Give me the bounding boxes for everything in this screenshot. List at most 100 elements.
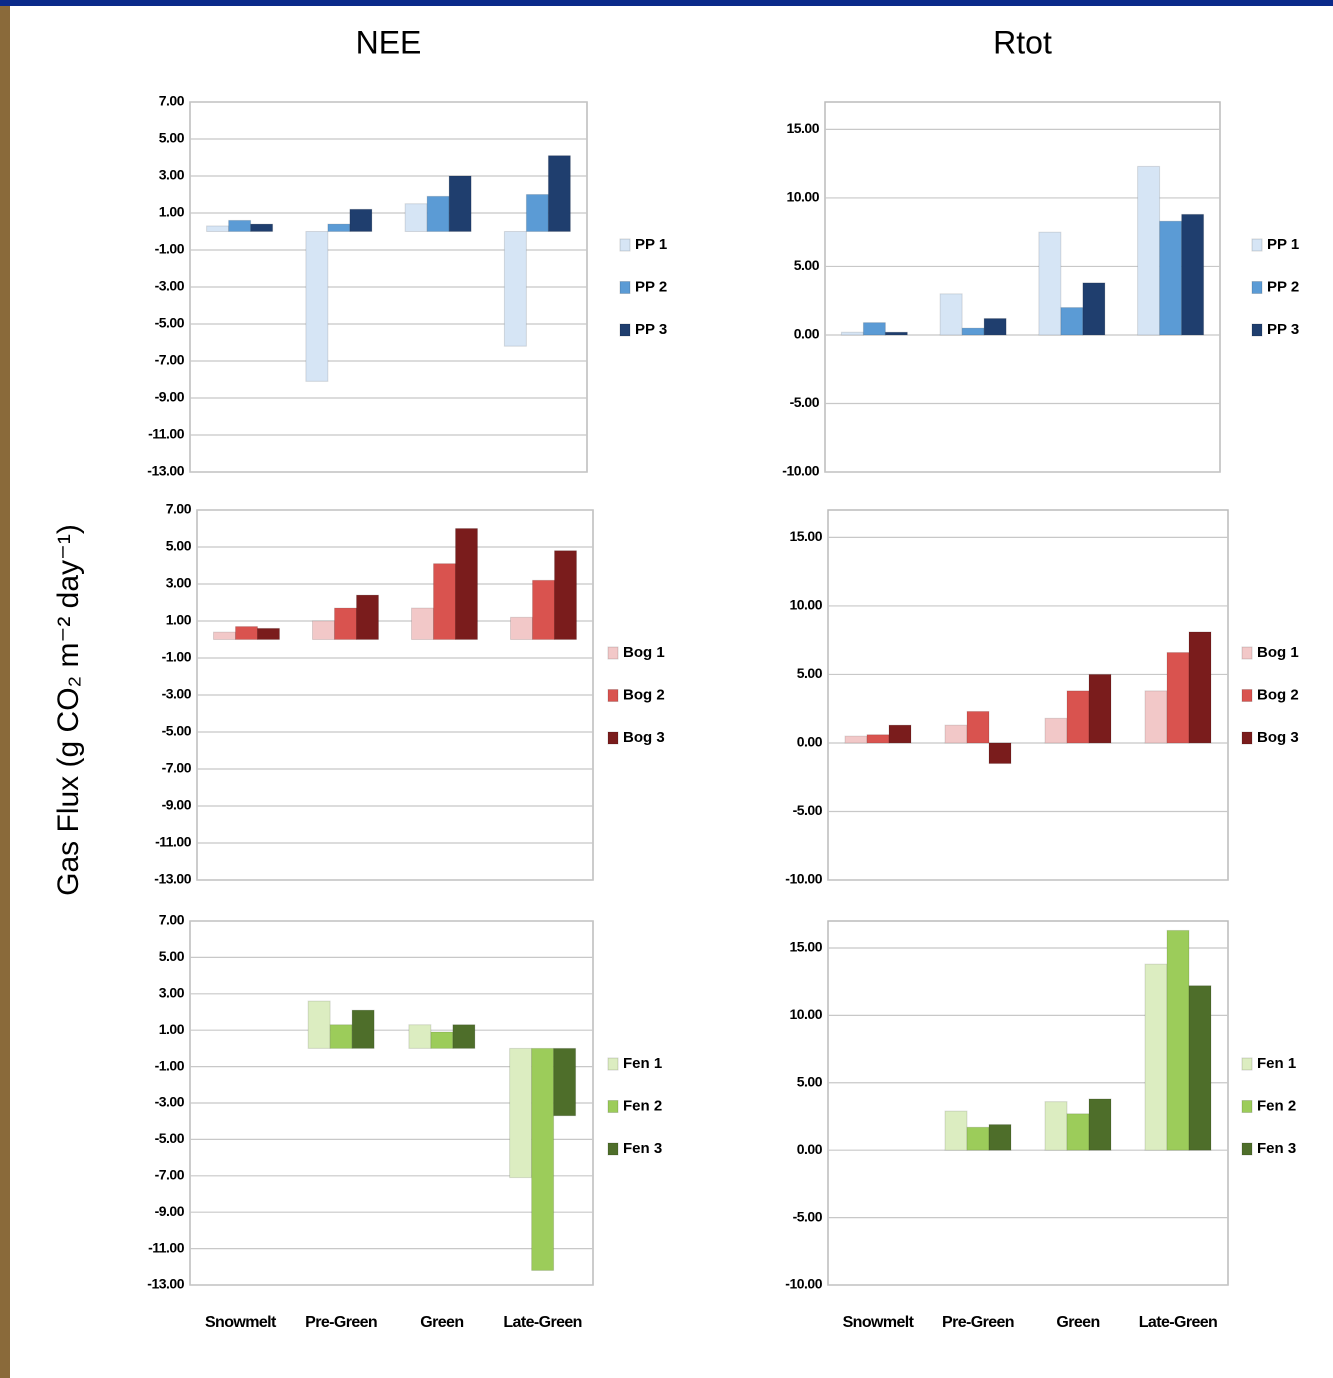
bar xyxy=(350,209,372,231)
y-tick-label: 5.00 xyxy=(159,948,185,964)
bar xyxy=(511,617,533,639)
y-tick-label: -11.00 xyxy=(148,426,185,442)
legend-label: PP 1 xyxy=(635,236,667,253)
bar xyxy=(967,711,989,743)
bar xyxy=(1089,674,1111,743)
legend-label: Fen 1 xyxy=(1257,1055,1296,1072)
y-tick-label: 7.00 xyxy=(159,93,185,109)
bar xyxy=(945,725,967,743)
y-tick-label: 15.00 xyxy=(786,120,819,136)
bar xyxy=(1039,232,1061,335)
chart-title: Rtot xyxy=(993,24,1052,60)
bar xyxy=(989,1125,1011,1151)
y-tick-label: -7.00 xyxy=(162,760,192,776)
legend-label: Bog 2 xyxy=(1257,686,1299,703)
bar xyxy=(405,204,427,232)
y-tick-label: -9.00 xyxy=(155,1203,185,1219)
bar xyxy=(533,580,555,639)
bar xyxy=(1145,691,1167,743)
y-tick-label: 10.00 xyxy=(789,1006,822,1022)
y-tick-label: -7.00 xyxy=(155,1167,185,1183)
bar xyxy=(1138,166,1160,335)
legend-label: Bog 3 xyxy=(1257,729,1299,746)
y-tick-label: 5.00 xyxy=(797,1073,823,1089)
y-axis-label: Gas Flux (g CO₂ m⁻² day⁻¹) xyxy=(52,524,85,896)
legend-label: Bog 2 xyxy=(623,686,665,703)
y-tick-label: 7.00 xyxy=(159,912,185,928)
x-tick-label: Late-Green xyxy=(503,1314,581,1331)
y-tick-label: 1.00 xyxy=(166,612,192,628)
legend-label: Fen 3 xyxy=(623,1140,662,1157)
legend-swatch xyxy=(1252,282,1262,294)
x-tick-label: Green xyxy=(1056,1314,1099,1331)
y-tick-label: 10.00 xyxy=(789,597,822,613)
legend-swatch xyxy=(1252,239,1262,251)
background xyxy=(0,0,1333,1378)
legend-label: PP 1 xyxy=(1267,236,1299,253)
y-tick-label: -13.00 xyxy=(147,1276,184,1292)
legend-swatch xyxy=(1242,690,1252,702)
bar xyxy=(1045,718,1067,743)
bar xyxy=(1189,632,1211,743)
y-tick-label: 3.00 xyxy=(159,167,185,183)
legend-label: Bog 3 xyxy=(623,729,665,746)
y-tick-label: 3.00 xyxy=(159,985,185,1001)
bar xyxy=(1145,964,1167,1150)
bar xyxy=(532,1048,554,1270)
bar xyxy=(984,319,1006,335)
y-tick-label: -13.00 xyxy=(147,463,184,479)
y-tick-label: 15.00 xyxy=(789,528,822,544)
legend-label: Bog 1 xyxy=(623,644,665,661)
y-tick-label: -5.00 xyxy=(793,1208,823,1224)
bar xyxy=(845,736,867,743)
bar xyxy=(945,1111,967,1150)
legend-label: PP 2 xyxy=(1267,278,1299,295)
legend-swatch xyxy=(620,239,630,251)
y-tick-label: 5.00 xyxy=(166,538,192,554)
y-tick-label: -11.00 xyxy=(148,1239,185,1255)
bar xyxy=(1083,283,1105,335)
bar xyxy=(510,1048,532,1177)
bar xyxy=(456,529,478,640)
y-tick-label: -1.00 xyxy=(155,1057,185,1073)
bar xyxy=(1067,1114,1089,1150)
top-border xyxy=(0,0,1333,6)
y-tick-label: -10.00 xyxy=(785,1276,822,1292)
x-tick-label: Late-Green xyxy=(1139,1314,1217,1331)
y-tick-label: -3.00 xyxy=(155,278,185,294)
bar xyxy=(962,328,984,335)
legend-swatch xyxy=(1242,1101,1252,1113)
legend-label: PP 3 xyxy=(1267,321,1299,338)
bar xyxy=(554,1048,576,1115)
bar xyxy=(207,226,229,232)
y-tick-label: -5.00 xyxy=(793,802,823,818)
y-tick-label: -5.00 xyxy=(155,315,185,331)
bar xyxy=(1045,1102,1067,1151)
bar xyxy=(885,332,907,335)
bar xyxy=(357,595,379,639)
bar xyxy=(555,551,577,640)
bar xyxy=(328,224,350,231)
legend-swatch xyxy=(608,690,618,702)
bar xyxy=(330,1025,352,1049)
bar xyxy=(313,621,335,640)
chart-title: NEE xyxy=(356,24,422,60)
y-tick-label: -1.00 xyxy=(162,649,192,665)
bar xyxy=(258,628,280,639)
legend-label: Fen 2 xyxy=(1257,1097,1296,1114)
left-edge-strip xyxy=(0,0,10,1378)
legend-label: Fen 3 xyxy=(1257,1140,1296,1157)
bar xyxy=(236,627,258,640)
y-tick-label: -5.00 xyxy=(162,723,192,739)
bar xyxy=(526,195,548,232)
legend-swatch xyxy=(1252,324,1262,336)
y-tick-label: -5.00 xyxy=(155,1130,185,1146)
y-tick-label: -3.00 xyxy=(155,1094,185,1110)
bar xyxy=(449,176,471,232)
figure: Gas Flux (g CO₂ m⁻² day⁻¹) NEE 7.00 5.00 3.… xyxy=(0,0,1333,1378)
bar xyxy=(453,1025,475,1049)
bar xyxy=(214,632,236,639)
bar xyxy=(1067,691,1089,743)
bar xyxy=(1189,986,1211,1150)
y-tick-label: 10.00 xyxy=(786,189,819,205)
